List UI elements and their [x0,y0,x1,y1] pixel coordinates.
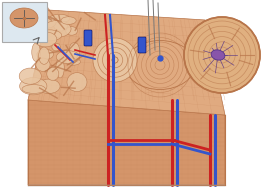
Ellipse shape [38,79,60,94]
Ellipse shape [125,41,195,90]
Ellipse shape [37,49,53,59]
Ellipse shape [30,24,39,35]
Ellipse shape [56,58,64,78]
Ellipse shape [32,43,40,62]
Ellipse shape [66,58,80,65]
Circle shape [93,38,137,82]
Ellipse shape [39,47,49,64]
Ellipse shape [34,32,57,47]
Ellipse shape [211,50,225,60]
Polygon shape [28,100,225,185]
Ellipse shape [47,67,59,80]
Ellipse shape [22,85,45,94]
Ellipse shape [69,42,80,58]
Ellipse shape [66,27,77,35]
Ellipse shape [67,73,87,92]
Ellipse shape [33,18,42,36]
Circle shape [184,17,260,93]
Polygon shape [28,10,225,115]
Ellipse shape [37,30,62,41]
Ellipse shape [54,20,68,31]
FancyBboxPatch shape [2,2,47,42]
FancyBboxPatch shape [138,37,146,53]
Ellipse shape [44,20,71,37]
Ellipse shape [36,58,50,71]
Ellipse shape [20,77,47,95]
Ellipse shape [61,17,76,24]
Ellipse shape [52,43,60,51]
Ellipse shape [19,68,41,84]
Ellipse shape [50,14,70,23]
Ellipse shape [10,8,38,28]
FancyBboxPatch shape [84,30,92,46]
Ellipse shape [34,16,56,28]
Circle shape [112,57,118,63]
Ellipse shape [56,51,80,64]
